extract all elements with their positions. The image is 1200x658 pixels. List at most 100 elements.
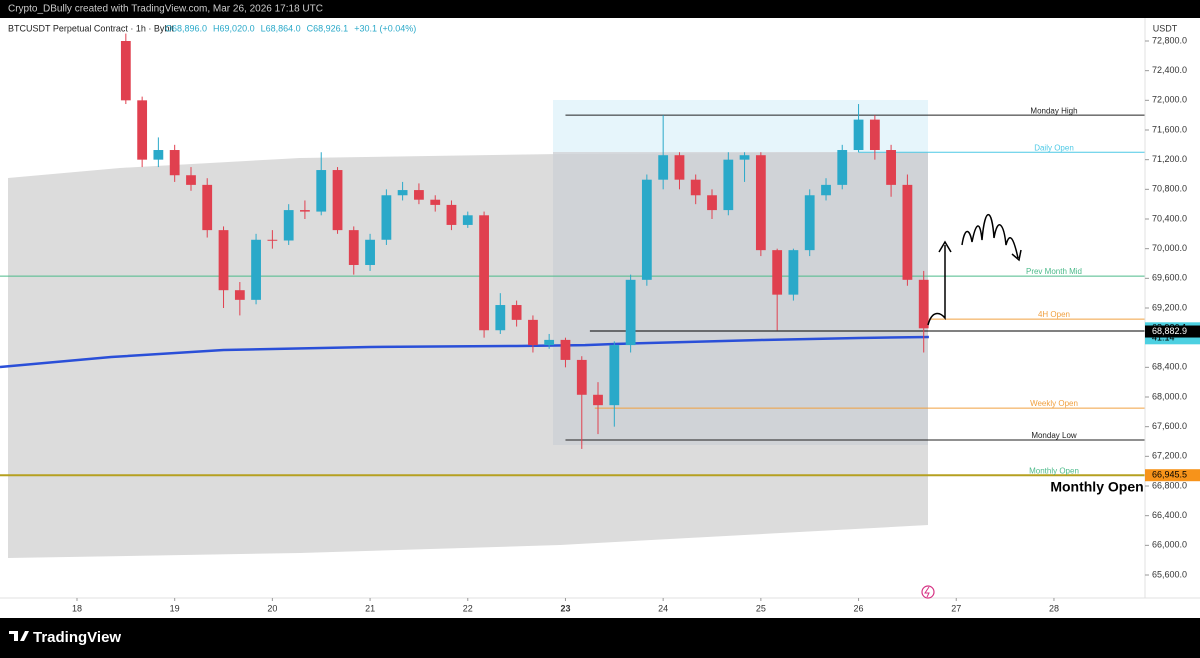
x-tick-label: 19: [170, 603, 180, 613]
candle-body: [137, 100, 148, 160]
candle-body: [365, 239, 375, 265]
price-label-countdown: 41:14: [1152, 333, 1175, 343]
x-tick-label: 24: [658, 603, 668, 613]
credit: Crypto_DBully created with TradingView.c…: [8, 4, 323, 15]
candle-body: [316, 170, 327, 212]
candle-body: [218, 230, 229, 291]
level-label: Monday Low: [1031, 431, 1077, 440]
range-box: [553, 152, 928, 445]
footer: [0, 618, 1200, 658]
event-icon: [921, 585, 935, 599]
y-tick-label: 66,400.0: [1152, 510, 1187, 520]
annotation: Monthly Open: [1050, 479, 1143, 495]
premium-zone: [553, 100, 928, 152]
candle-body: [153, 150, 164, 160]
candle-body: [593, 394, 603, 406]
candle-body: [886, 150, 896, 185]
y-tick-label: 66,000.0: [1152, 540, 1187, 550]
price-label: 68,882.9: [1152, 326, 1187, 336]
candle-body: [169, 150, 180, 176]
candle-body: [495, 305, 506, 331]
y-tick-label: 71,600.0: [1152, 124, 1187, 134]
candle-body: [267, 239, 278, 241]
candle-body: [755, 155, 766, 251]
candle-body: [348, 230, 359, 265]
candle-body: [528, 319, 538, 346]
event-icon: [924, 586, 930, 598]
y-tick-label: 72,800.0: [1152, 35, 1187, 45]
y-tick-label: 71,200.0: [1152, 154, 1187, 164]
candle-body: [202, 184, 213, 231]
ohlc-value: C68,926.1: [307, 23, 349, 33]
candle-body: [918, 279, 929, 329]
ohlc-value: O68,896.0: [165, 23, 207, 33]
x-tick-label: 21: [365, 603, 375, 613]
top-bar: [0, 0, 1200, 18]
ohlc-value: L68,864.0: [261, 23, 301, 33]
x-tick-label: 26: [854, 603, 864, 613]
candle-body: [414, 190, 424, 200]
ohlc-value: H69,020.0: [213, 23, 255, 33]
x-tick-label: 18: [72, 603, 82, 613]
candle-body: [641, 179, 652, 280]
candle-body: [869, 119, 880, 151]
candle-body: [251, 239, 261, 300]
level-label: 4H Open: [1038, 310, 1070, 319]
drawn-projection: [961, 214, 1022, 262]
price-label-box: [1145, 469, 1200, 482]
candle-body: [511, 305, 522, 320]
y-tick-label: 69,200.0: [1152, 302, 1187, 312]
y-tick-label: 68,000.0: [1152, 391, 1187, 401]
candle-body: [788, 250, 799, 295]
candle-body: [560, 339, 571, 360]
y-tick-label: 70,000.0: [1152, 243, 1187, 253]
moving-average: [0, 335, 929, 369]
y-tick-label: 67,200.0: [1152, 451, 1187, 461]
x-tick-label: 28: [1049, 603, 1059, 613]
candle-body: [821, 184, 831, 196]
y-tick-label: 72,400.0: [1152, 65, 1187, 75]
level-label: Monday High: [1030, 106, 1077, 115]
candle-body: [804, 195, 815, 251]
price-label-box: [1145, 325, 1200, 338]
brand-logo: [9, 631, 29, 641]
candle-body: [397, 190, 408, 196]
candle-body: [462, 215, 473, 225]
y-tick-label: 68,400.0: [1152, 362, 1187, 372]
level-label: Weekly Open: [1030, 399, 1078, 408]
candle-body: [772, 250, 783, 295]
level-label: Monthly Open: [1029, 466, 1079, 475]
candle-body: [446, 204, 457, 225]
candle-body: [479, 215, 489, 331]
candle-body: [234, 290, 245, 300]
drawn-arrow: [927, 240, 952, 326]
candle-body: [300, 210, 310, 212]
candle-body: [576, 359, 587, 395]
candle-body: [186, 175, 196, 185]
price-label: 66,945.5: [1152, 470, 1187, 480]
candle-body: [430, 199, 441, 205]
x-tick-label: 20: [267, 603, 277, 613]
candle-body: [837, 150, 848, 185]
candle-body: [690, 179, 701, 196]
y-tick-label: 70,400.0: [1152, 213, 1187, 223]
candle-body: [120, 40, 131, 101]
candle-body: [739, 155, 750, 160]
symbol: BTCUSDT Perpetual Contract · 1h · Bybit: [8, 23, 174, 33]
candle-body: [723, 159, 734, 211]
candle-body: [853, 119, 864, 151]
candle-body: [609, 345, 620, 406]
y-tick-label: 72,000.0: [1152, 95, 1187, 105]
brand: TradingView: [33, 629, 121, 646]
currency: USDT: [1153, 23, 1178, 33]
level-label: Prev Month Mid: [1026, 267, 1082, 276]
x-tick-label: 22: [463, 603, 473, 613]
candle-body: [544, 339, 555, 346]
candle-body: [332, 170, 343, 231]
y-tick-label: 67,600.0: [1152, 421, 1187, 431]
candle-body: [625, 279, 636, 346]
ohlc-value: +30.1 (+0.04%): [354, 23, 416, 33]
candle-body: [674, 155, 685, 180]
candle-body: [707, 195, 717, 211]
